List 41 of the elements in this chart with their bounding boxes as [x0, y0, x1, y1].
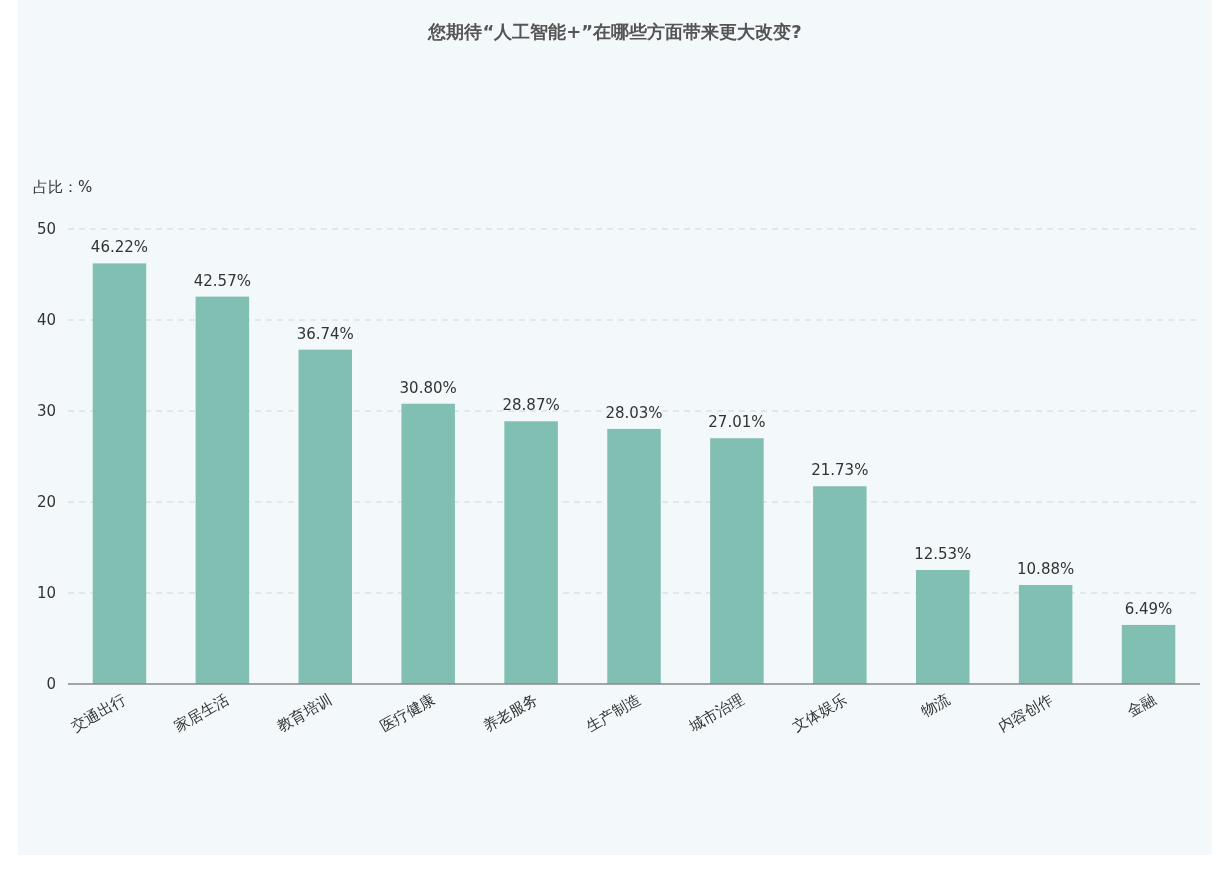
bar	[504, 421, 558, 684]
x-tick-label: 生产制造	[583, 689, 644, 736]
data-label: 30.80%	[399, 378, 457, 397]
x-tick-label: 金融	[1123, 689, 1159, 721]
y-axis-title: 占比：%	[33, 178, 93, 196]
x-tick-label: 城市治理	[685, 689, 747, 736]
bar	[915, 569, 970, 684]
bar	[195, 296, 250, 684]
bar	[1121, 624, 1176, 684]
data-label: 28.03%	[605, 403, 663, 422]
data-label: 36.74%	[296, 324, 354, 343]
x-tick-label: 物流	[917, 689, 953, 721]
bar	[813, 486, 867, 684]
chart-title: 您期待“人工智能+”在哪些方面带来更大改变?	[427, 21, 802, 42]
bar	[710, 438, 764, 684]
y-tick-label: 10	[36, 584, 56, 602]
data-label: 10.88%	[1017, 559, 1075, 578]
y-tick-label: 20	[36, 493, 56, 511]
x-tick-label: 文体娱乐	[788, 689, 850, 736]
data-label: 42.57%	[193, 271, 251, 290]
data-label: 12.53%	[914, 544, 972, 563]
data-label: 28.87%	[502, 396, 560, 415]
data-label: 27.01%	[708, 413, 766, 432]
data-label: 6.49%	[1124, 599, 1173, 618]
x-tick-label: 交通出行	[68, 689, 130, 736]
bar	[607, 428, 661, 684]
bar	[401, 403, 455, 684]
data-label: 46.22%	[90, 238, 149, 257]
y-tick-label: 50	[36, 220, 56, 238]
x-tick-label: 家居生活	[171, 689, 233, 736]
x-tick-label: 内容创作	[994, 689, 1056, 736]
y-tick-label: 0	[46, 675, 56, 693]
x-tick-label: 养老服务	[480, 689, 542, 736]
y-tick-label: 40	[36, 311, 56, 329]
data-label: 21.73%	[811, 461, 869, 480]
bar	[298, 349, 353, 684]
y-tick-label: 30	[36, 402, 56, 420]
x-tick-label: 教育培训	[274, 689, 336, 736]
bar	[1018, 584, 1073, 684]
x-tick-label: 医疗健康	[377, 689, 439, 736]
bar	[92, 263, 147, 684]
